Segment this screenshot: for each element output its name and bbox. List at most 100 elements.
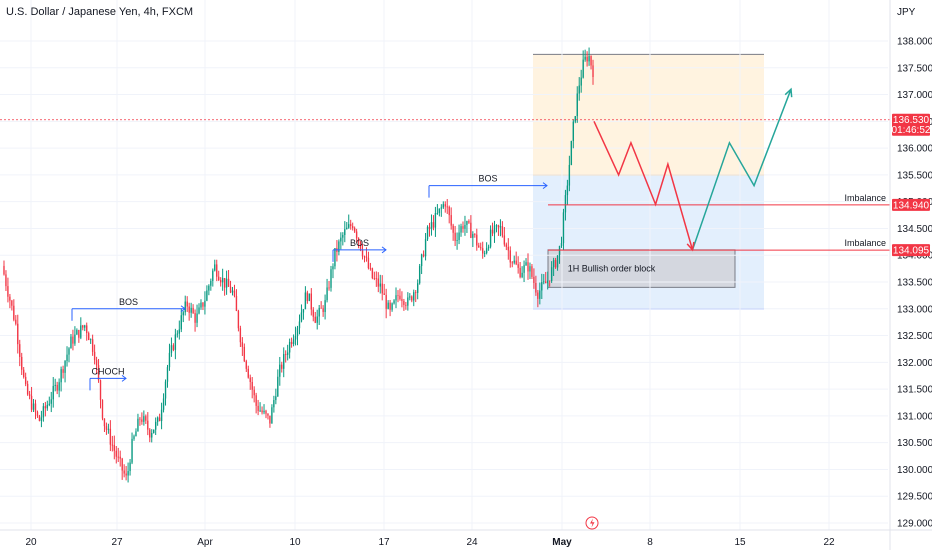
candle-body: [353, 228, 356, 232]
candle-body: [480, 247, 482, 249]
candle: [74, 326, 76, 346]
candle: [294, 326, 297, 346]
candle-body: [397, 295, 399, 297]
candle-body: [196, 313, 198, 323]
event-marker-icon[interactable]: [585, 516, 599, 530]
candle: [147, 412, 149, 436]
candle-body: [101, 399, 104, 419]
candle: [267, 413, 269, 420]
candle: [182, 311, 184, 323]
candle: [458, 224, 460, 245]
candle-body: [312, 309, 314, 317]
candle: [286, 344, 289, 361]
candle-body: [446, 206, 448, 208]
candle-body: [316, 316, 318, 323]
candle: [422, 250, 425, 258]
candle: [93, 344, 96, 365]
candle-body: [389, 302, 391, 310]
candle: [543, 274, 545, 285]
candle-body: [44, 406, 47, 409]
candle-body: [265, 410, 267, 414]
candle-body: [454, 232, 456, 241]
candle-body: [141, 419, 143, 422]
candle-body: [306, 292, 309, 301]
candle: [166, 364, 169, 388]
candle-body: [255, 395, 257, 406]
candle-body: [383, 293, 385, 295]
candle: [153, 429, 155, 434]
candle-body: [88, 333, 90, 341]
candle: [450, 207, 452, 230]
candle: [131, 432, 133, 465]
candle-body: [135, 431, 137, 437]
candle: [247, 365, 249, 379]
candle-body: [493, 225, 496, 234]
candle: [395, 287, 397, 309]
candle-body: [210, 280, 212, 286]
candle: [499, 219, 502, 237]
candle: [306, 290, 309, 304]
candle-body: [78, 329, 80, 338]
candle: [24, 372, 27, 387]
candle: [391, 302, 393, 312]
candle-body: [300, 312, 303, 322]
candle-body: [149, 429, 151, 438]
candle-body: [253, 389, 255, 396]
candle-body: [46, 404, 49, 409]
candle-body: [424, 239, 427, 257]
candle-body: [204, 300, 206, 307]
candle: [357, 237, 360, 249]
candle-body: [308, 293, 311, 301]
candle-body: [367, 257, 370, 269]
candle-body: [86, 325, 88, 334]
candle: [249, 374, 251, 390]
candle-body: [324, 300, 326, 313]
candle-body: [592, 65, 594, 77]
candle-body: [355, 231, 358, 239]
candle: [430, 214, 433, 236]
candle-body: [334, 248, 336, 267]
candle: [584, 49, 586, 62]
candle: [156, 416, 159, 426]
candle-body: [277, 376, 279, 397]
y-tick-label: 133.000: [897, 304, 932, 315]
candle: [137, 413, 139, 432]
arrow-head-icon: [180, 305, 186, 313]
candle-body: [476, 234, 478, 246]
candle-body: [283, 354, 285, 369]
candle-body: [133, 436, 135, 439]
candle: [310, 288, 312, 316]
candle: [353, 226, 356, 233]
candle-body: [466, 221, 468, 225]
candle-body: [318, 307, 320, 317]
candle-body: [223, 278, 226, 288]
candle-body: [296, 328, 299, 337]
candle-body: [440, 207, 443, 209]
candle: [28, 390, 31, 400]
candle: [480, 242, 482, 251]
candle: [229, 280, 232, 294]
candle-body: [547, 280, 549, 284]
current-price-tag: [892, 113, 930, 136]
x-tick-label: 22: [823, 537, 835, 548]
candle-body: [346, 227, 348, 230]
candle: [373, 271, 376, 281]
candle: [393, 299, 395, 305]
projection-down-path: [593, 121, 694, 251]
candle: [245, 359, 247, 373]
candle: [519, 261, 521, 279]
candle-body: [154, 421, 157, 430]
candle-body: [294, 336, 297, 340]
candle: [545, 271, 547, 284]
candle: [44, 401, 47, 417]
candle: [184, 295, 186, 316]
candle: [566, 179, 569, 205]
candle: [503, 227, 506, 247]
candle: [70, 334, 72, 349]
candle: [64, 360, 66, 383]
candle-body: [105, 426, 108, 430]
candle: [416, 279, 419, 300]
candle-body: [509, 250, 511, 263]
